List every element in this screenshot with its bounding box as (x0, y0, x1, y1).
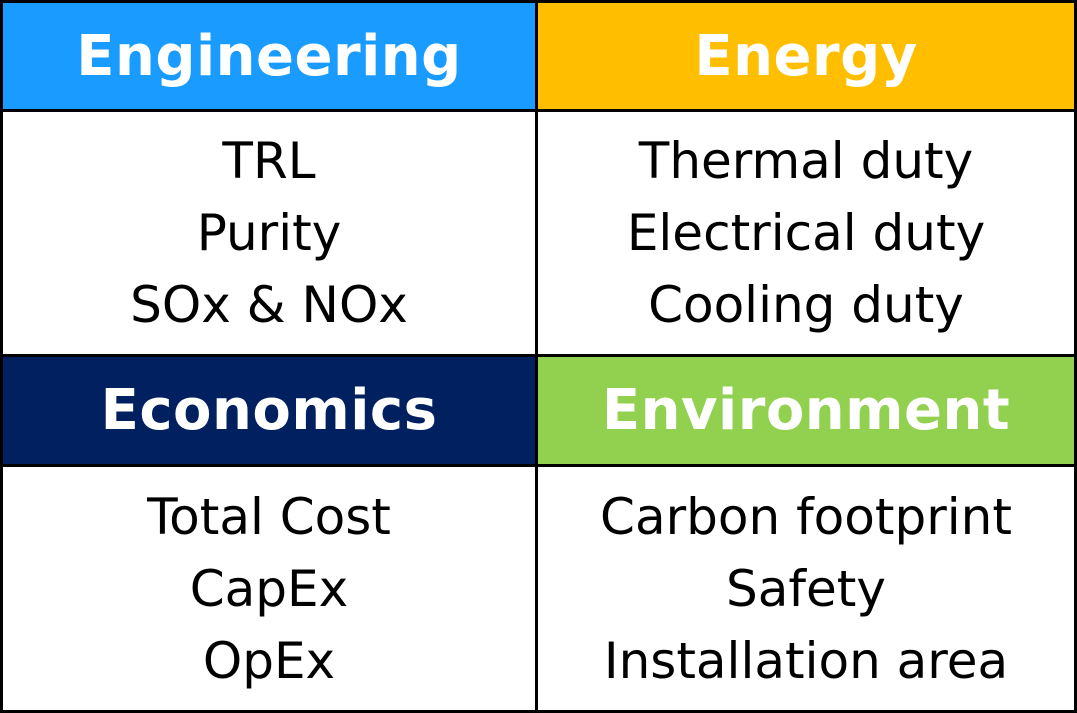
engineering-item-trl: TRL (222, 132, 316, 190)
environment-header: Environment (538, 357, 1077, 467)
engineering-header: Engineering (0, 0, 538, 112)
energy-item-cooling-duty: Cooling duty (648, 276, 964, 334)
economics-title: Economics (100, 378, 438, 443)
energy-item-electrical-duty: Electrical duty (626, 204, 986, 262)
environment-item-safety: Safety (726, 559, 886, 618)
engineering-item-purity: Purity (196, 204, 342, 262)
economics-items: Total Cost CapEx OpEx (0, 467, 538, 713)
environment-title: Environment (601, 378, 1011, 443)
engineering-item-sox-nox: SOx & NOx (130, 276, 408, 334)
economics-item-opex: OpEx (202, 631, 336, 690)
energy-items: Thermal duty Electrical duty Cooling dut… (538, 112, 1077, 357)
energy-item-thermal-duty: Thermal duty (638, 132, 974, 190)
environment-item-carbon-footprint: Carbon footprint (600, 487, 1012, 546)
engineering-title: Engineering (76, 23, 462, 89)
energy-header: Energy (538, 0, 1077, 112)
environment-item-installation-area: Installation area (603, 631, 1009, 690)
environment-items: Carbon footprint Safety Installation are… (538, 467, 1077, 713)
economics-item-total-cost: Total Cost (147, 487, 391, 546)
energy-title: Energy (694, 23, 918, 89)
economics-item-capex: CapEx (189, 559, 349, 618)
engineering-items: TRL Purity SOx & NOx (0, 112, 538, 357)
economics-header: Economics (0, 357, 538, 467)
